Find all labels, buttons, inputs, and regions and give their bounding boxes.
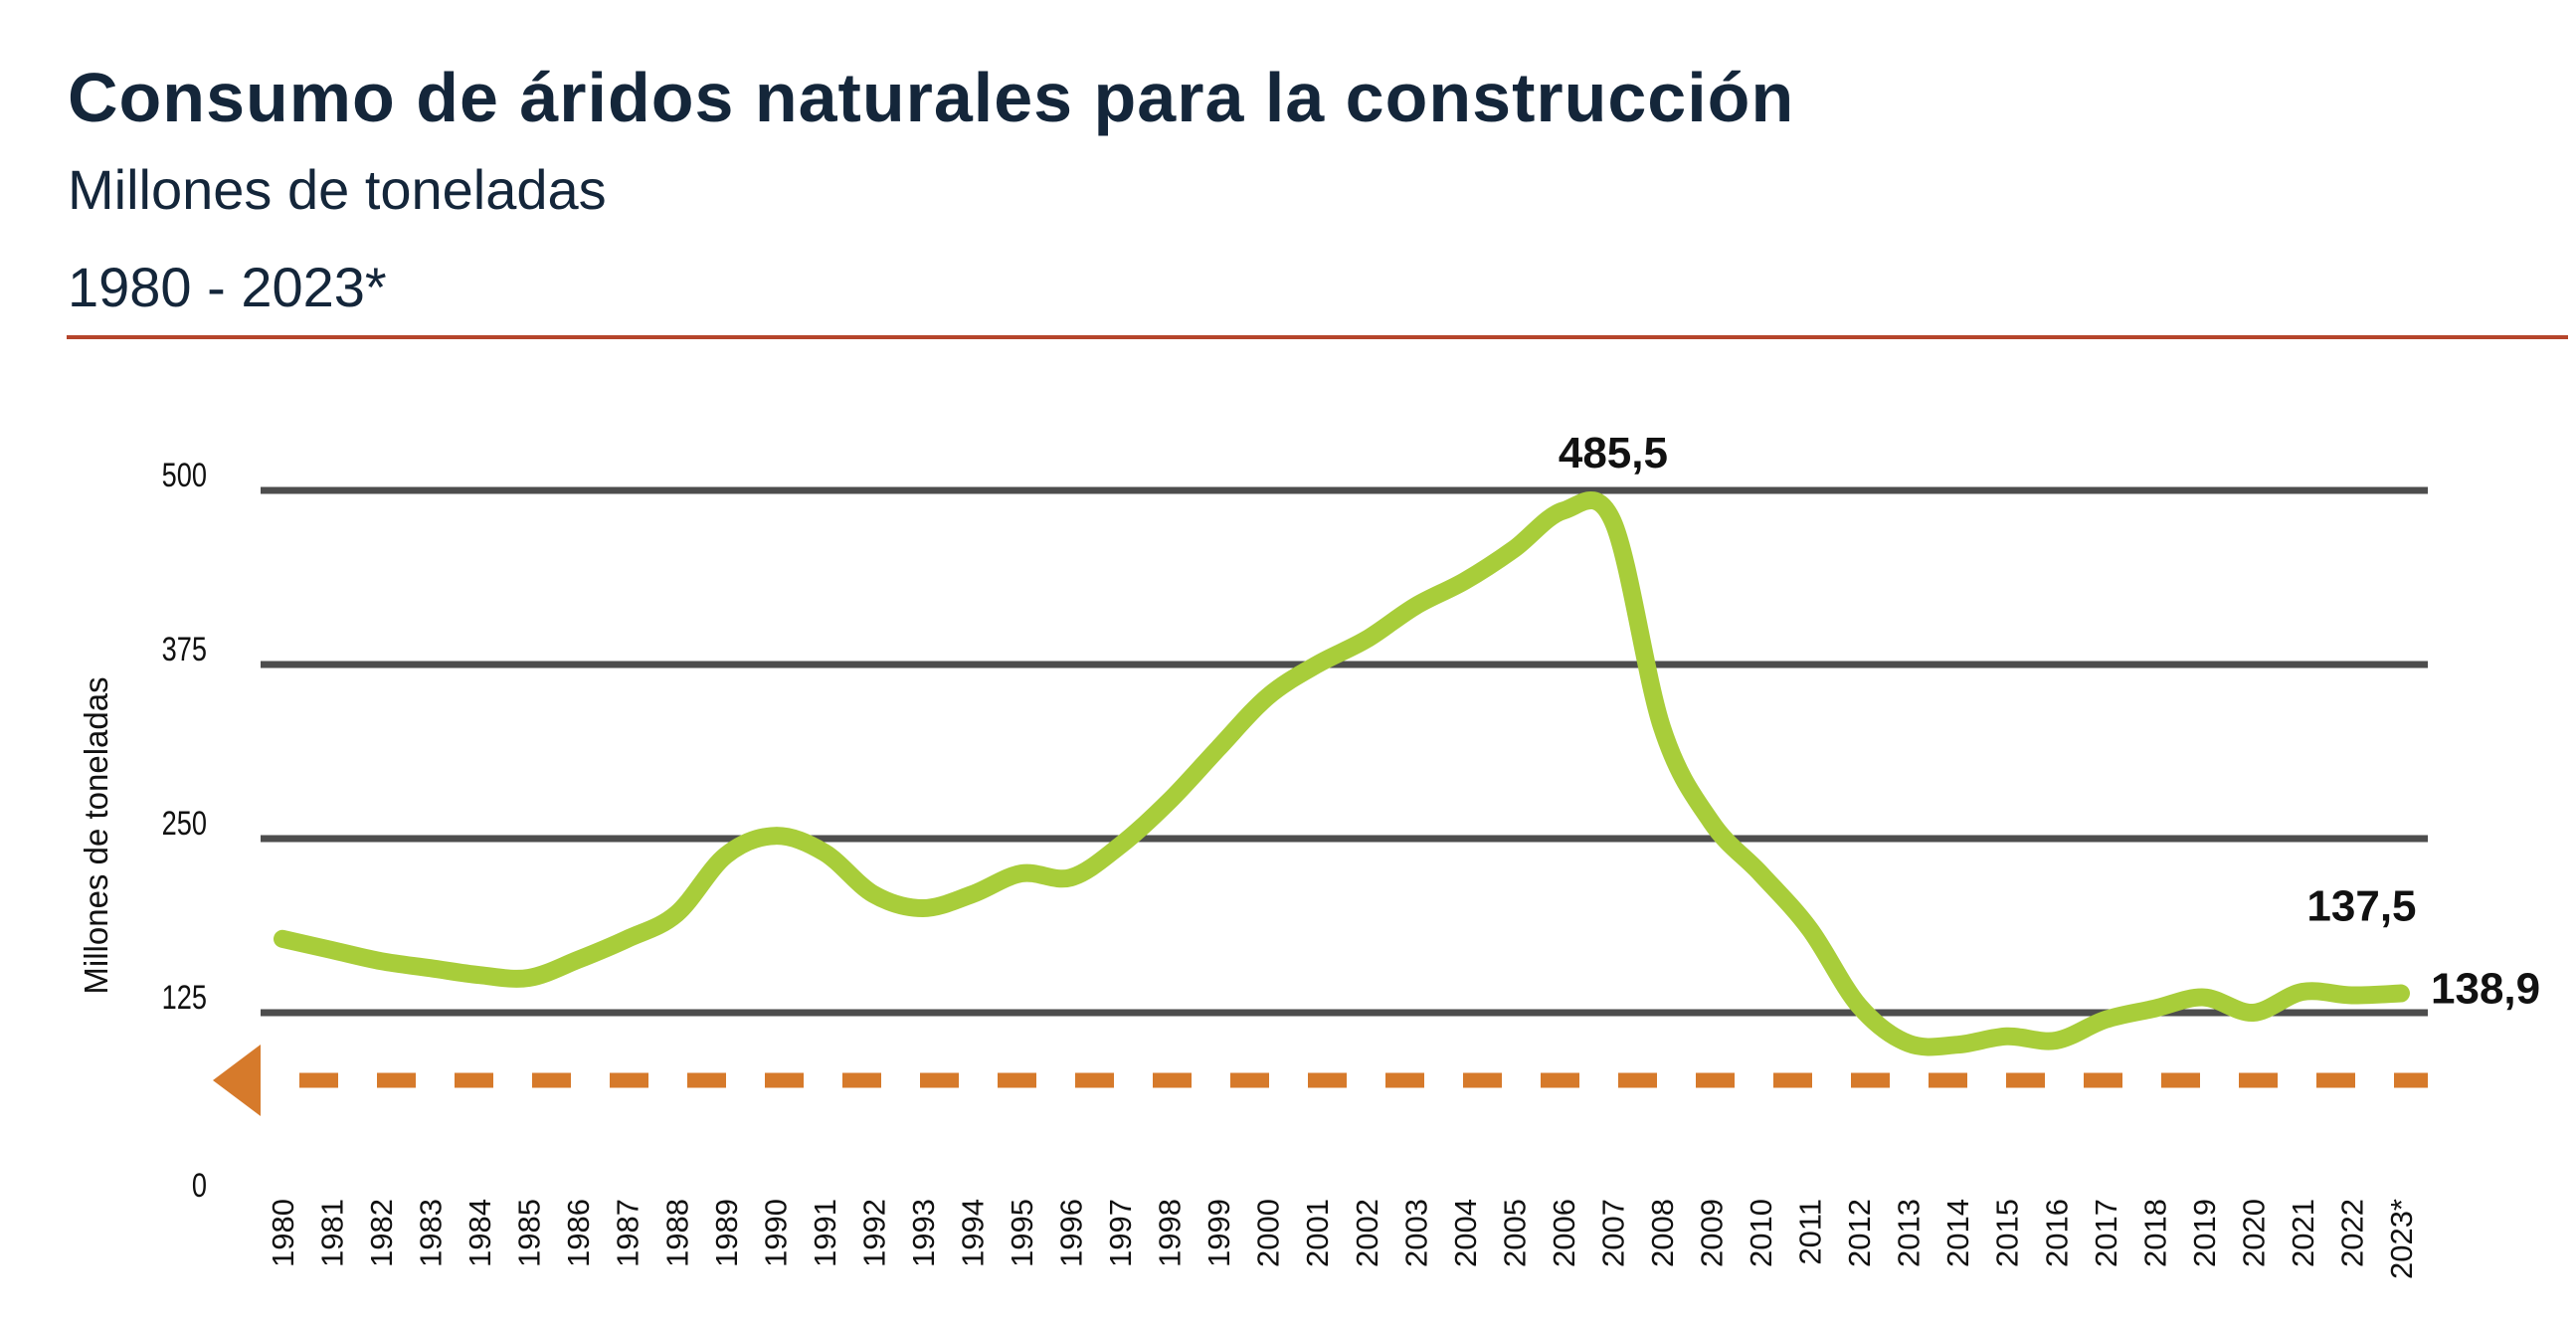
y-tick-label: 500: [162, 456, 207, 494]
chart-period: 1980 - 2023*: [68, 256, 387, 318]
x-tick-label: 1995: [1005, 1199, 1039, 1267]
x-tick-label: 1980: [266, 1199, 300, 1267]
x-tick-label: 1985: [512, 1199, 547, 1267]
x-tick-label: 2012: [1842, 1199, 1877, 1267]
series-line-consumo: [274, 491, 2410, 1056]
chart-title: Consumo de áridos naturales para la cons…: [68, 59, 1795, 136]
y-tick-label: 375: [162, 630, 207, 668]
x-tick-label: 2009: [1695, 1199, 1730, 1267]
y-tick-label: 125: [162, 978, 207, 1017]
x-tick-label: 2016: [2039, 1199, 2074, 1267]
data-label: 138,9: [2431, 965, 2540, 1014]
data-label: 485,5: [1559, 429, 1668, 477]
x-tick-label: 1999: [1201, 1199, 1236, 1267]
x-tick-label: 1989: [709, 1199, 744, 1267]
x-tick-label: 2015: [1990, 1199, 2025, 1267]
x-tick-label: 2003: [1398, 1199, 1433, 1267]
data-label: 137,5: [2306, 882, 2416, 931]
x-tick-label: 2014: [1940, 1199, 1975, 1267]
chart-subtitle: Millones de toneladas: [68, 158, 607, 221]
x-tick-label: 2011: [1793, 1199, 1828, 1265]
y-axis-label: Millones de toneladas: [78, 676, 114, 994]
x-tick-label: 2020: [2236, 1199, 2271, 1267]
y-tick-label: 250: [162, 804, 207, 843]
x-tick-label: 2019: [2187, 1199, 2222, 1267]
x-tick-label: 1983: [414, 1199, 449, 1267]
x-tick-label: 1991: [808, 1199, 842, 1267]
x-tick-label: 1992: [856, 1199, 891, 1267]
x-tick-label: 2010: [1744, 1199, 1778, 1267]
x-tick-label: 1996: [1054, 1199, 1089, 1267]
x-tick-label: 1994: [955, 1199, 990, 1267]
x-tick-label: 1993: [906, 1199, 941, 1267]
x-tick-label: 2001: [1300, 1199, 1335, 1267]
x-tick-label: 2017: [2089, 1199, 2123, 1267]
x-tick-label: 1987: [611, 1199, 645, 1267]
x-tick-label: 2023*: [2384, 1199, 2419, 1279]
x-tick-label: 1982: [364, 1199, 399, 1267]
x-tick-label: 1988: [659, 1199, 694, 1267]
x-tick-label: 2021: [2286, 1199, 2320, 1267]
x-tick-label: 1998: [1153, 1199, 1188, 1267]
x-tick-label: 1986: [561, 1199, 596, 1267]
x-tick-label: 1981: [315, 1199, 350, 1267]
x-tick-label: 2005: [1497, 1199, 1532, 1267]
x-tick-label: 1990: [758, 1199, 793, 1267]
x-tick-label: 1984: [462, 1199, 497, 1267]
x-tick-label: 2007: [1595, 1199, 1630, 1267]
x-tick-label: 2008: [1645, 1199, 1680, 1267]
x-tick-label: 2000: [1251, 1199, 1286, 1267]
x-tick-label: 2022: [2334, 1199, 2369, 1267]
x-tick-label: 2002: [1350, 1199, 1384, 1267]
reference-arrow-icon: [213, 1045, 261, 1116]
x-tick-label: 2006: [1547, 1199, 1581, 1267]
x-tick-label: 2018: [2137, 1199, 2172, 1267]
x-tick-label: 2004: [1448, 1199, 1483, 1267]
y-tick-label: 0: [192, 1166, 207, 1205]
header-divider: [67, 335, 2568, 339]
x-tick-label: 2013: [1892, 1199, 1927, 1267]
x-tick-label: 1997: [1103, 1199, 1138, 1267]
